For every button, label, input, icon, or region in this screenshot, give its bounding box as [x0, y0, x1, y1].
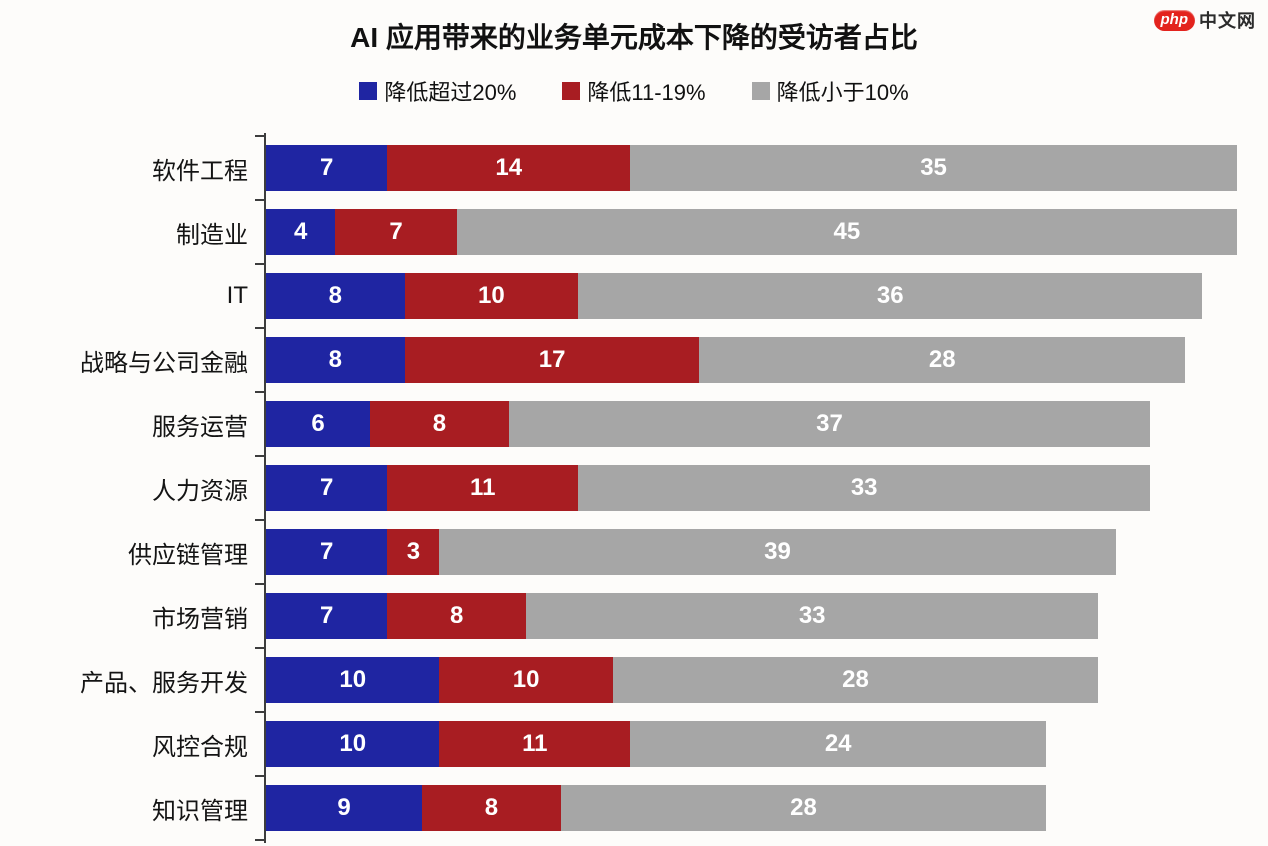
category-label: 供应链管理 — [128, 541, 248, 569]
chart-rows: 软件工程 7 14 35 制造业 4 7 45 IT 8 10 36 战略与公司金融 8 17 28 服务运营 6… — [14, 136, 1268, 840]
bar-segment: 7 — [266, 593, 388, 639]
bar-stack: 8 10 36 — [266, 273, 1237, 319]
axis-tick — [255, 135, 264, 137]
bar-row: 产品、服务开发 10 10 28 — [14, 648, 1268, 712]
bar-stack: 7 3 39 — [266, 529, 1237, 575]
category-label: 市场营销 — [152, 605, 248, 633]
category-label: 服务运营 — [152, 413, 248, 441]
legend: 降低超过20% 降低11-19% 降低小于10% — [0, 75, 1268, 107]
bar-segment: 8 — [370, 401, 509, 447]
legend-item: 降低小于10% — [751, 75, 909, 107]
bar-segment: 28 — [560, 785, 1047, 831]
axis-tick — [255, 775, 264, 777]
category-label: 产品、服务开发 — [80, 669, 248, 697]
legend-item: 降低超过20% — [359, 75, 516, 107]
bar-segment: 37 — [508, 401, 1151, 447]
chart-title: AI 应用带来的业务单元成本下降的受访者占比 — [350, 22, 918, 53]
bar-segment: 8 — [266, 337, 405, 383]
legend-label: 降低11-19% — [587, 80, 706, 105]
bar-segment: 8 — [422, 785, 561, 831]
bar-segment: 7 — [335, 209, 457, 255]
legend-swatch-icon — [751, 82, 770, 100]
bar-segment: 11 — [439, 721, 631, 767]
legend-swatch-icon — [562, 82, 581, 100]
bar-stack: 10 10 28 — [266, 657, 1237, 703]
category-label: IT — [226, 282, 248, 309]
bar-segment: 45 — [456, 209, 1237, 255]
category-label: 软件工程 — [152, 157, 248, 185]
bar-stack: 7 8 33 — [266, 593, 1237, 639]
bar-segment: 6 — [266, 401, 371, 447]
bar-stack: 9 8 28 — [266, 785, 1237, 831]
bar-stack: 6 8 37 — [266, 401, 1237, 447]
category-label: 风控合规 — [152, 733, 248, 761]
axis-tick — [255, 199, 264, 201]
bar-segment: 10 — [404, 273, 579, 319]
bar-row: 软件工程 7 14 35 — [14, 136, 1268, 200]
bar-segment: 39 — [439, 529, 1116, 575]
bar-segment: 7 — [266, 145, 388, 191]
category-label: 人力资源 — [152, 477, 248, 505]
php-logo-badge-icon: php — [1153, 9, 1195, 31]
bar-chart: 软件工程 7 14 35 制造业 4 7 45 IT 8 10 36 战略与公司金融 8 17 28 服务运营 6… — [14, 133, 1268, 843]
axis-tick — [255, 583, 264, 585]
bar-row: 风控合规 10 11 24 — [14, 712, 1268, 776]
bar-segment: 4 — [266, 209, 336, 255]
bar-stack: 10 11 24 — [266, 721, 1237, 767]
axis-tick — [255, 327, 264, 329]
category-label: 战略与公司金融 — [80, 349, 248, 377]
axis-tick — [255, 519, 264, 521]
bar-segment: 8 — [266, 273, 405, 319]
bar-segment: 33 — [578, 465, 1151, 511]
site-logo-text: 中文网 — [1199, 11, 1256, 31]
bar-stack: 4 7 45 — [266, 209, 1237, 255]
bar-row: 战略与公司金融 8 17 28 — [14, 328, 1268, 392]
bar-segment: 28 — [699, 337, 1185, 383]
bar-segment: 14 — [387, 145, 631, 191]
bar-segment: 10 — [266, 657, 440, 703]
legend-swatch-icon — [359, 82, 378, 100]
bar-stack: 7 14 35 — [266, 145, 1237, 191]
bar-segment: 36 — [578, 273, 1203, 319]
bar-row: 制造业 4 7 45 — [14, 200, 1268, 264]
bar-segment: 9 — [266, 785, 423, 831]
bar-segment: 3 — [387, 529, 440, 575]
category-label: 知识管理 — [152, 797, 248, 825]
category-label: 制造业 — [176, 221, 248, 249]
bar-row: 市场营销 7 8 33 — [14, 584, 1268, 648]
axis-tick — [255, 263, 264, 265]
bar-segment: 10 — [266, 721, 440, 767]
axis-tick — [255, 839, 264, 841]
axis-tick — [255, 391, 264, 393]
bar-segment: 7 — [266, 465, 388, 511]
legend-label: 降低小于10% — [776, 80, 909, 105]
bar-segment: 28 — [612, 657, 1099, 703]
bar-segment: 17 — [404, 337, 700, 383]
bar-segment: 24 — [630, 721, 1047, 767]
bar-segment: 11 — [387, 465, 579, 511]
legend-item: 降低11-19% — [562, 75, 706, 107]
y-axis-line — [264, 133, 266, 843]
bar-stack: 7 11 33 — [266, 465, 1237, 511]
bar-row: 服务运营 6 8 37 — [14, 392, 1268, 456]
site-logo: php 中文网 — [1153, 7, 1257, 33]
bar-segment: 7 — [266, 529, 388, 575]
legend-label: 降低超过20% — [384, 80, 517, 105]
bar-segment: 8 — [387, 593, 527, 639]
bar-segment: 10 — [439, 657, 613, 703]
bar-row: 供应链管理 7 3 39 — [14, 520, 1268, 584]
axis-tick — [255, 455, 264, 457]
axis-tick — [255, 711, 264, 713]
bar-row: 知识管理 9 8 28 — [14, 776, 1268, 840]
bar-segment: 33 — [526, 593, 1099, 639]
bar-row: IT 8 10 36 — [14, 264, 1268, 328]
bar-row: 人力资源 7 11 33 — [14, 456, 1268, 520]
axis-tick — [255, 647, 264, 649]
bar-stack: 8 17 28 — [266, 337, 1237, 383]
bar-segment: 35 — [630, 145, 1237, 191]
